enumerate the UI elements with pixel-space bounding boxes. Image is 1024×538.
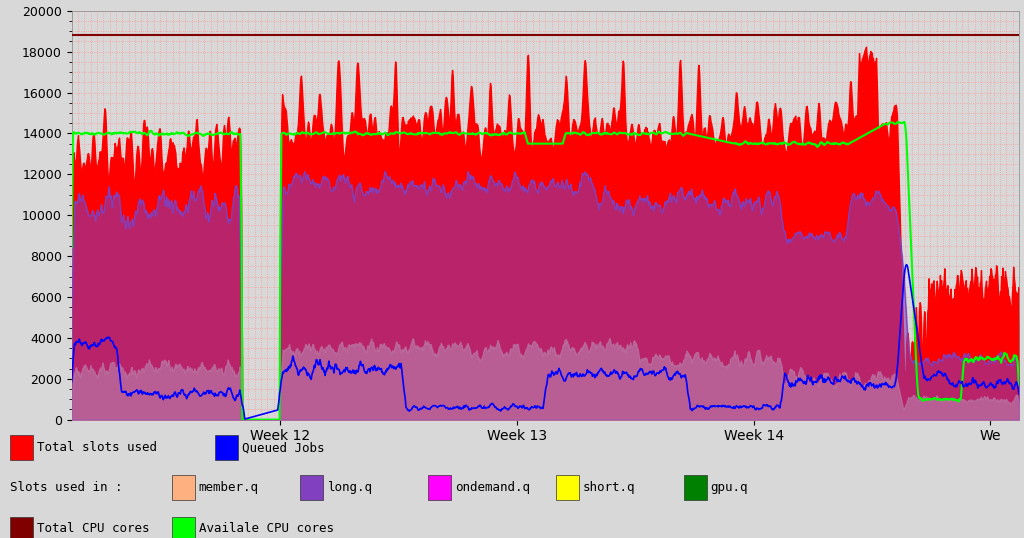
Text: gpu.q: gpu.q — [711, 480, 749, 494]
Text: Total CPU cores: Total CPU cores — [37, 522, 150, 535]
Bar — [215, 435, 238, 460]
Bar — [172, 516, 195, 538]
Text: short.q: short.q — [583, 480, 635, 494]
Text: ondemand.q: ondemand.q — [455, 480, 529, 494]
Bar — [172, 475, 195, 500]
Bar — [300, 475, 323, 500]
Bar — [684, 475, 707, 500]
Bar — [10, 516, 33, 538]
Text: Queued Jobs: Queued Jobs — [242, 441, 325, 454]
Bar — [428, 475, 451, 500]
Bar — [556, 475, 579, 500]
Text: Slots used in :: Slots used in : — [10, 480, 130, 494]
Text: long.q: long.q — [327, 480, 372, 494]
Bar — [10, 435, 33, 460]
Text: member.q: member.q — [199, 480, 259, 494]
Text: Total slots used: Total slots used — [37, 441, 157, 454]
Text: Availale CPU cores: Availale CPU cores — [199, 522, 334, 535]
